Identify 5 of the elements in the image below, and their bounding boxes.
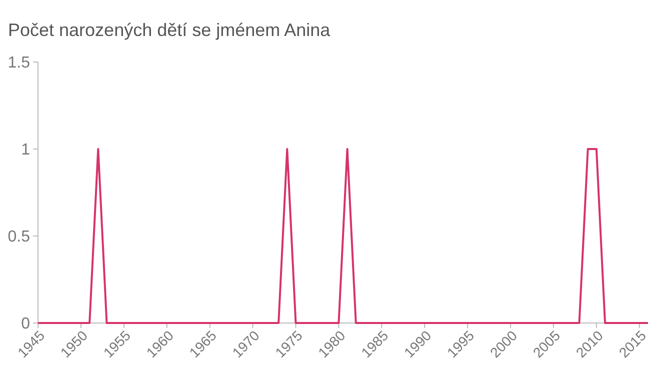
y-tick-label: 1 (21, 142, 30, 159)
y-tick-label: 0 (21, 316, 30, 333)
y-tick-label: 1.5 (8, 54, 30, 72)
y-tick-label: 0.5 (8, 228, 30, 246)
chart-title: Počet narozených dětí se jménem Anina (8, 20, 332, 40)
